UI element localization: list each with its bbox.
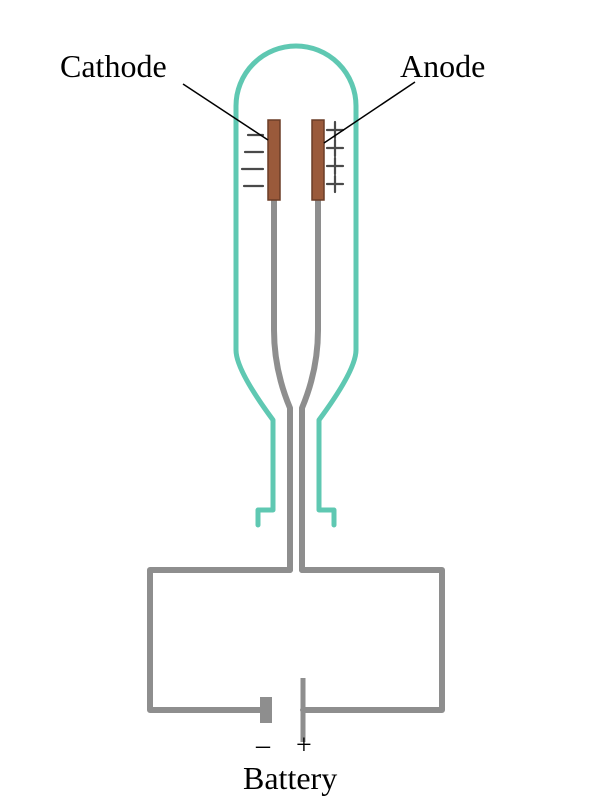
wire-inner-right [302, 200, 318, 570]
wire-circuit-right [302, 570, 442, 710]
anode-label: Anode [400, 48, 485, 85]
cathode-electrode [268, 120, 280, 200]
discharge-tube-diagram [0, 0, 592, 808]
pointer-cathode [183, 84, 268, 140]
pointer-anode [324, 82, 415, 143]
battery-minus-label: – [256, 730, 270, 762]
battery-label: Battery [243, 760, 337, 797]
battery-plus-label: + [296, 730, 312, 762]
cathode-label: Cathode [60, 48, 167, 85]
anode-electrode [312, 120, 324, 200]
wire-circuit-left [150, 570, 290, 710]
cathode-minus-marks [242, 135, 263, 186]
tube-outline [236, 46, 356, 525]
wire-inner-left [274, 200, 290, 570]
